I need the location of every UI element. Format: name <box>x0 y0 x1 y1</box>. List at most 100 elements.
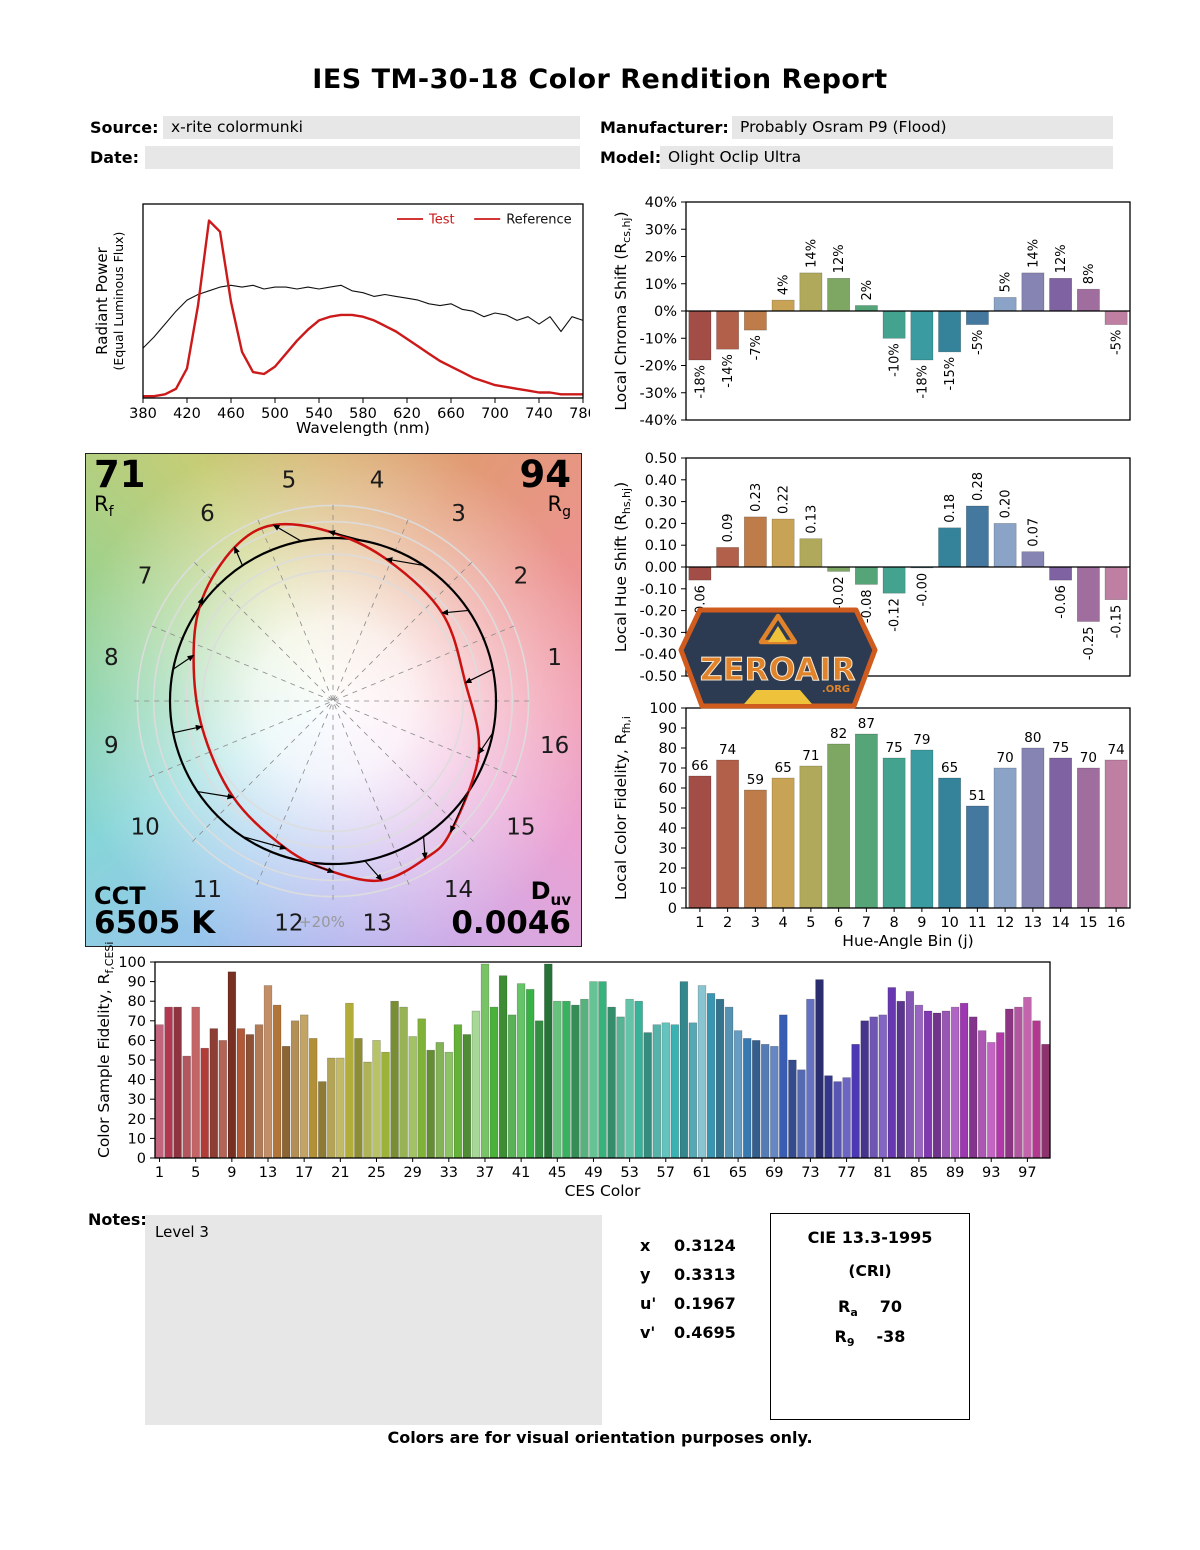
svg-text:0.23: 0.23 <box>749 483 764 512</box>
notes-field: Level 3 <box>145 1215 602 1425</box>
svg-text:0.09: 0.09 <box>721 513 736 542</box>
svg-text:49: 49 <box>584 1165 602 1181</box>
logo-mountain-fill-icon <box>768 626 788 642</box>
svg-text:-18%: -18% <box>693 365 708 399</box>
svg-text:10: 10 <box>130 815 159 841</box>
svg-text:57: 57 <box>657 1165 675 1181</box>
svg-text:14: 14 <box>1051 915 1069 931</box>
svg-text:-0.12: -0.12 <box>888 598 903 632</box>
hue-shift-chart-svg: 0.50 0.40 0.30 0.20 0.10 0.00 -0.10 -0.20 -0.30 -… <box>639 451 1131 685</box>
date-value-field <box>145 146 580 169</box>
svg-text:90: 90 <box>128 975 146 991</box>
svg-text:50: 50 <box>659 801 677 817</box>
svg-text:50: 50 <box>128 1053 146 1069</box>
svg-text:30%: 30% <box>645 222 677 238</box>
manufacturer-label: Manufacturer: <box>600 118 729 137</box>
svg-text:Reference: Reference <box>506 213 571 228</box>
hue-shift-y-axis-title: Local Hue Shift (Rhs,hj) <box>612 481 634 653</box>
svg-text:7: 7 <box>862 915 871 931</box>
svg-text:15: 15 <box>506 815 535 841</box>
svg-text:-0.30: -0.30 <box>639 625 677 641</box>
svg-text:15: 15 <box>1079 915 1097 931</box>
spd-chart-block: 380 420 460 500 540 580 620 660 700 740 780 Test Ref… <box>85 190 597 442</box>
local-fidelity-y-axis-title: Local Color Fidelity, Rfh,i <box>612 716 634 900</box>
local-fidelity-chart-block: 100 90 80 70 60 50 40 30 20 10 0 66 74 59 65 71 82 87 75 79… <box>598 696 1138 956</box>
svg-text:66: 66 <box>691 758 708 774</box>
ces-y-axis-title: Color Sample Fidelity, Rf,CESi <box>95 941 117 1158</box>
svg-text:73: 73 <box>801 1165 819 1181</box>
svg-text:37: 37 <box>476 1165 494 1181</box>
svg-text:0.00: 0.00 <box>645 560 677 576</box>
svg-text:41: 41 <box>512 1165 530 1181</box>
chroma-shift-y-axis-title: Local Chroma Shift (Rcs,hj) <box>612 211 634 411</box>
svg-text:6: 6 <box>834 915 843 931</box>
svg-text:-0.06: -0.06 <box>1054 585 1069 619</box>
svg-text:12: 12 <box>996 915 1014 931</box>
svg-text:0.22: 0.22 <box>777 485 792 514</box>
svg-text:0.20: 0.20 <box>645 516 677 532</box>
svg-text:16: 16 <box>540 733 569 759</box>
svg-text:8: 8 <box>890 915 899 931</box>
cri-r9-row: R9 -38 <box>834 1327 906 1350</box>
logo-org-suffix: .ORG <box>822 684 850 695</box>
svg-text:-5%: -5% <box>1110 330 1125 355</box>
svg-text:4: 4 <box>370 467 385 493</box>
logo-road-icon <box>744 690 812 704</box>
svg-text:9: 9 <box>227 1165 236 1181</box>
local-fidelity-x-axis-title: Hue-Angle Bin (j) <box>842 932 974 950</box>
svg-text:11: 11 <box>968 915 986 931</box>
svg-text:14: 14 <box>444 877 473 903</box>
svg-text:0.10: 0.10 <box>645 538 677 554</box>
svg-text:53: 53 <box>620 1165 638 1181</box>
svg-text:5: 5 <box>806 915 815 931</box>
svg-text:-40%: -40% <box>640 413 677 429</box>
svg-text:0: 0 <box>668 901 677 917</box>
svg-text:0.18: 0.18 <box>943 494 958 523</box>
svg-text:-30%: -30% <box>640 386 677 402</box>
notes-label: Notes: <box>88 1210 147 1229</box>
svg-text:33: 33 <box>440 1165 458 1181</box>
svg-text:660: 660 <box>437 406 465 422</box>
plus20-ring-label: +20% <box>299 913 345 931</box>
svg-text:580: 580 <box>349 406 377 422</box>
svg-text:5: 5 <box>191 1165 200 1181</box>
cri-box: CIE 13.3-1995 (CRI) Ra 70 R9 -38 <box>770 1213 970 1420</box>
ces-x-axis-title: CES Color <box>564 1182 641 1200</box>
svg-text:70: 70 <box>659 761 677 777</box>
ces-chart-block: 100 90 80 70 60 50 40 30 20 10 0 1 5 9 13 17 21 25 29 33 37 4… <box>85 941 1065 1205</box>
svg-text:4%: 4% <box>777 274 792 295</box>
svg-text:17: 17 <box>295 1165 313 1181</box>
svg-text:70: 70 <box>128 1014 146 1030</box>
chromaticity-row-x: x 0.3124 <box>640 1236 736 1255</box>
chromaticity-row-v: v' 0.4695 <box>640 1323 736 1342</box>
svg-text:0: 0 <box>137 1151 146 1167</box>
svg-text:20%: 20% <box>645 250 677 266</box>
cct-readout: CCT 6505 K <box>94 881 216 942</box>
spd-chart-svg: 380 420 460 500 540 580 620 660 700 740 780 Test Ref… <box>129 203 597 422</box>
chroma-shift-chart-svg: 40% 30% 20% 10% 0% -10% -20% -30% -40% -18% -14% -7… <box>640 195 1131 429</box>
svg-text:-0.02: -0.02 <box>832 576 847 610</box>
svg-text:1: 1 <box>155 1165 164 1181</box>
svg-text:16: 16 <box>1107 915 1125 931</box>
svg-text:5%: 5% <box>999 272 1014 293</box>
svg-text:85: 85 <box>910 1165 928 1181</box>
cri-title: CIE 13.3-1995 <box>807 1228 933 1247</box>
svg-text:97: 97 <box>1018 1165 1036 1181</box>
color-vector-graphic: 1 2 3 4 5 6 7 8 9 10 11 12 13 14 15 16 71 Rf 94 Rg CCT … <box>85 453 582 947</box>
svg-text:-10%: -10% <box>888 343 903 377</box>
model-value-field: Olight Oclip Ultra <box>660 146 1113 169</box>
hue-shift-chart-block: 0.50 0.40 0.30 0.20 0.10 0.00 -0.10 -0.20 -0.30 -… <box>598 446 1138 688</box>
svg-text:0.50: 0.50 <box>645 451 677 467</box>
svg-text:10: 10 <box>940 915 958 931</box>
source-value-field: x-rite colormunki <box>163 116 580 139</box>
chromaticity-row-u: u' 0.1967 <box>640 1294 736 1313</box>
svg-text:9: 9 <box>104 733 119 759</box>
svg-text:-10%: -10% <box>640 331 677 347</box>
logo-badge-shape <box>678 607 878 709</box>
cri-subtitle: (CRI) <box>848 1262 892 1280</box>
zeroair-logo: ZEROAIR .ORG <box>678 607 878 709</box>
svg-text:12%: 12% <box>832 244 847 273</box>
svg-text:74: 74 <box>719 742 736 758</box>
